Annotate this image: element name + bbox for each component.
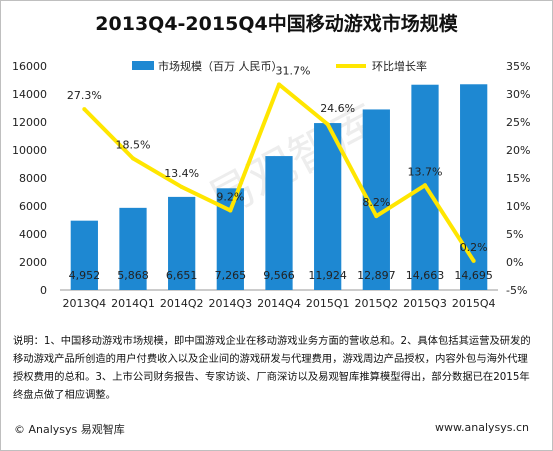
bar-market-size [265, 156, 293, 290]
source-url: www.analysys.cn [435, 421, 529, 434]
right-axis-tick-label: 25% [506, 116, 530, 129]
bar-market-size [314, 123, 342, 291]
left-axis-tick-label: 2000 [19, 256, 47, 269]
bar-value-label: 14,663 [406, 269, 445, 282]
growth-rate-point [374, 214, 379, 219]
bar-value-label: 14,695 [454, 269, 493, 282]
x-axis-tick-label: 2015Q4 [452, 297, 496, 310]
chart-area: 易观智库 02000400060008000100001200014000160… [12, 59, 530, 310]
left-axis-tick-label: 14000 [12, 88, 47, 101]
legend-bar-swatch [132, 61, 154, 70]
growth-rate-point [131, 156, 135, 161]
bar-value-label: 6,651 [166, 269, 198, 282]
x-axis-tick-label: 2014Q3 [209, 297, 253, 310]
left-axis-tick-label: 10000 [12, 144, 47, 157]
right-axis-tick-label: 20% [506, 144, 530, 157]
x-axis-tick-label: 2014Q2 [160, 297, 204, 310]
legend-line-label: 环比增长率 [372, 59, 427, 73]
bar-value-label: 4,952 [69, 269, 101, 282]
growth-rate-point [423, 183, 427, 188]
growth-rate-label: 31.7% [276, 64, 311, 77]
growth-rate-label: 18.5% [116, 138, 151, 151]
right-axis-tick-label: 15% [506, 172, 530, 185]
growth-rate-label: 27.3% [67, 89, 102, 102]
x-axis-tick-label: 2015Q3 [403, 297, 447, 310]
bar-market-size [119, 207, 147, 290]
left-axis-tick-label: 6000 [19, 200, 47, 213]
growth-rate-label: 24.6% [320, 102, 355, 115]
source-credit: © Analysys 易观智库 [14, 423, 125, 436]
x-axis-tick-label: 2014Q1 [111, 297, 155, 310]
right-axis-tick-label: 10% [506, 200, 530, 213]
growth-rate-label: 8.2% [362, 196, 390, 209]
bar-market-size [460, 84, 488, 291]
right-axis-tick-label: 35% [506, 60, 530, 73]
chart-title: 2013Q4-2015Q4中国移动游戏市场规模 [95, 13, 458, 35]
growth-rate-point [325, 122, 330, 127]
bar-value-label: 9,566 [263, 269, 295, 282]
growth-rate-label: 13.7% [408, 165, 443, 178]
chart-notes: 说明：1、中国移动游戏市场规模，即中国游戏企业在移动游戏业务方面的营收总和。2、… [13, 335, 531, 401]
right-axis-tick-label: -5% [506, 284, 527, 297]
growth-rate-label: 9.2% [216, 190, 244, 203]
left-axis-tick-label: 8000 [19, 172, 47, 185]
bar-value-label: 12,897 [357, 269, 396, 282]
x-axis-tick-label: 2015Q2 [355, 297, 399, 310]
growth-rate-point [471, 258, 476, 263]
growth-rate-point [277, 82, 281, 87]
bar-value-label: 11,924 [308, 269, 347, 282]
x-axis-tick-label: 2015Q1 [306, 297, 350, 310]
growth-rate-point [82, 107, 87, 112]
growth-rate-label: 0.2% [460, 241, 488, 254]
right-axis-tick-label: 30% [506, 88, 530, 101]
left-axis-tick-label: 0 [40, 284, 47, 297]
bar-market-size [70, 220, 98, 290]
left-axis-tick-label: 12000 [12, 116, 47, 129]
growth-rate-label: 13.4% [164, 167, 199, 180]
bar-market-size [168, 196, 196, 290]
growth-rate-point [228, 208, 233, 213]
left-axis-tick-label: 4000 [19, 228, 47, 241]
x-axis-tick-label: 2013Q4 [63, 297, 107, 310]
bar-value-label: 7,265 [215, 269, 247, 282]
right-axis-tick-label: 0% [506, 256, 523, 269]
x-axis-tick-label: 2014Q4 [257, 297, 301, 310]
bar-value-label: 5,868 [117, 269, 149, 282]
growth-rate-point [179, 184, 184, 189]
legend-bar-label: 市场规模（百万 人民币） [158, 59, 283, 73]
left-axis-tick-label: 16000 [12, 60, 47, 73]
right-axis-tick-label: 5% [506, 228, 523, 241]
